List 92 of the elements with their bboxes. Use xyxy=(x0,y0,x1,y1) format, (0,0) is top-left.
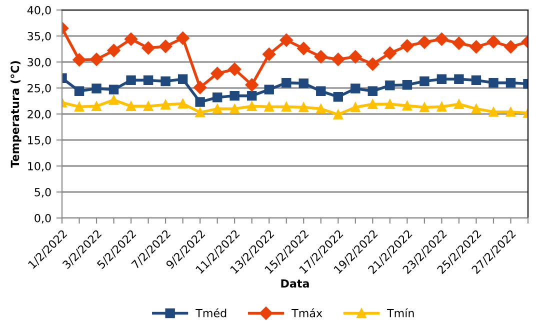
point xyxy=(92,101,102,112)
point xyxy=(246,90,257,101)
point xyxy=(454,99,464,109)
point xyxy=(314,50,328,64)
point xyxy=(280,34,293,47)
point xyxy=(230,90,240,101)
point xyxy=(332,52,345,66)
point xyxy=(350,84,360,94)
point xyxy=(74,86,84,96)
point xyxy=(212,104,222,114)
point xyxy=(435,32,448,46)
point xyxy=(385,99,395,109)
y-axis-title: Temperatura (°C) xyxy=(10,61,22,168)
point xyxy=(350,102,360,112)
y-tick-label: 30,0 xyxy=(28,58,51,68)
point xyxy=(298,102,308,112)
point xyxy=(176,31,190,45)
point xyxy=(178,74,188,84)
point xyxy=(143,101,154,112)
point xyxy=(385,80,395,90)
point xyxy=(471,104,482,114)
point xyxy=(504,40,518,54)
point xyxy=(470,40,483,54)
point xyxy=(195,97,205,107)
y-tick-label: 35,0 xyxy=(28,32,51,42)
legend-label: Tméd xyxy=(196,308,226,318)
point xyxy=(195,108,205,118)
point xyxy=(488,78,498,88)
point xyxy=(506,78,516,88)
point xyxy=(126,75,136,86)
point xyxy=(143,75,154,86)
point xyxy=(178,98,188,108)
point xyxy=(402,80,412,90)
point xyxy=(506,107,516,117)
point xyxy=(212,92,222,102)
point xyxy=(436,102,447,112)
point xyxy=(383,46,397,60)
point xyxy=(333,110,344,120)
point xyxy=(160,76,170,86)
y-tick-label: 25,0 xyxy=(28,84,51,94)
y-tick-label: 20,0 xyxy=(28,110,51,120)
point xyxy=(333,92,344,102)
point xyxy=(246,101,257,112)
point xyxy=(486,35,500,48)
point xyxy=(230,104,240,114)
point xyxy=(245,78,258,92)
point xyxy=(107,44,120,58)
point xyxy=(126,101,136,112)
point xyxy=(368,99,378,109)
point xyxy=(368,86,378,96)
point xyxy=(488,107,498,117)
point xyxy=(193,80,207,94)
point xyxy=(471,75,482,86)
y-tick-label: 15,0 xyxy=(28,136,51,146)
point xyxy=(92,84,102,94)
point xyxy=(297,42,310,56)
point xyxy=(316,86,326,96)
x-axis-title: Data xyxy=(281,279,309,288)
y-tick-label: 40,0 xyxy=(27,6,51,16)
point xyxy=(72,53,86,67)
y-tick-label: 5,0 xyxy=(34,188,51,198)
point xyxy=(160,100,170,110)
point xyxy=(348,50,362,64)
point xyxy=(142,41,155,55)
point xyxy=(124,32,138,46)
point xyxy=(282,78,292,88)
point xyxy=(452,36,466,50)
point xyxy=(402,100,412,111)
point xyxy=(264,84,274,94)
point xyxy=(420,102,430,112)
point xyxy=(210,66,224,80)
y-tick-label: 0,0 xyxy=(34,214,51,224)
point xyxy=(420,76,430,86)
point xyxy=(108,84,119,94)
point xyxy=(282,102,292,112)
point xyxy=(158,40,172,53)
point xyxy=(418,36,432,49)
point xyxy=(228,62,242,76)
point xyxy=(74,102,84,112)
legend-label: Tmáx xyxy=(292,308,322,318)
y-tick-label: 10,0 xyxy=(28,162,51,172)
point xyxy=(400,39,414,52)
point xyxy=(90,52,104,66)
point xyxy=(436,74,447,84)
legend-label: Tmín xyxy=(386,308,414,318)
point xyxy=(264,102,274,112)
point xyxy=(316,104,326,114)
point xyxy=(262,48,276,61)
point xyxy=(366,57,380,71)
point xyxy=(454,74,464,84)
point xyxy=(298,78,308,88)
point xyxy=(108,95,119,105)
